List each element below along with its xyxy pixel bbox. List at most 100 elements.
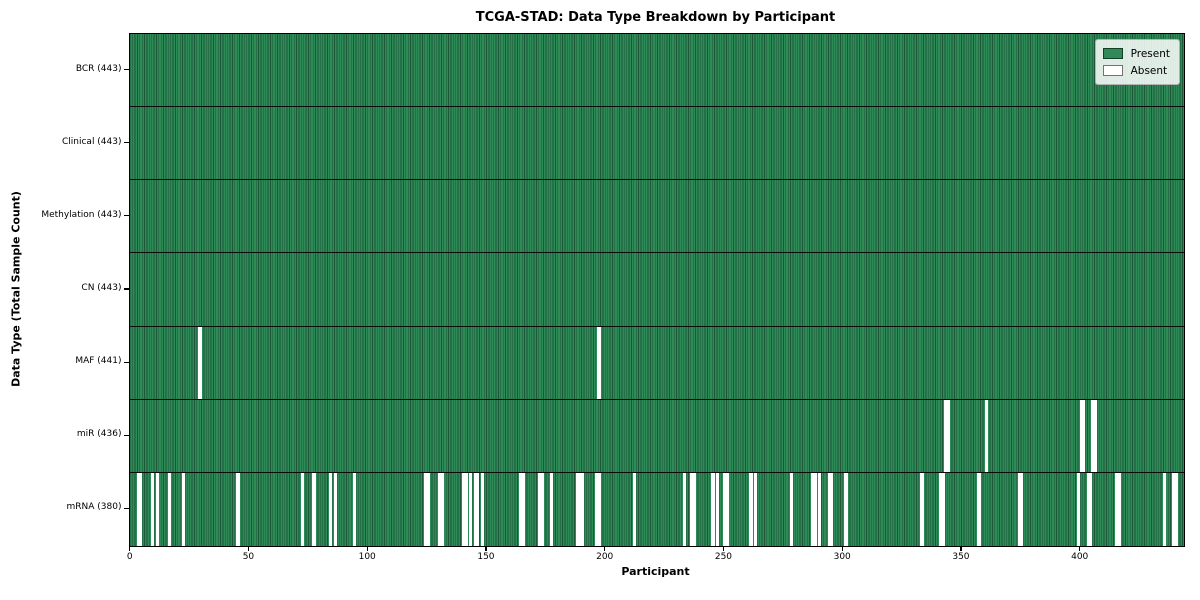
absent-gap [595, 472, 599, 546]
absent-gap [1081, 399, 1086, 472]
y-tick-label: BCR (443) [75, 63, 122, 74]
y-tick-mark [124, 215, 129, 217]
absent-gap [352, 472, 356, 546]
y-tick-mark [124, 288, 129, 290]
absent-gap [1091, 399, 1095, 472]
legend-item-present: Present [1102, 45, 1170, 62]
x-tick-mark [247, 546, 250, 551]
absent-gap [597, 472, 601, 546]
absent-gap [540, 472, 544, 546]
x-tick-label: 100 [358, 552, 376, 562]
absent-gap [944, 399, 948, 472]
legend-label-absent: Absent [1130, 64, 1168, 77]
absent-gap [749, 472, 753, 546]
absent-gap [754, 472, 758, 546]
absent-gap [329, 472, 333, 546]
absent-gap [830, 472, 834, 546]
absent-gap [473, 472, 478, 546]
data-row-Clinical [129, 107, 1184, 181]
x-tick-label: 250 [714, 552, 733, 562]
y-tick-label: CN (443) [81, 283, 122, 293]
data-row-MAF [129, 326, 1184, 400]
chart-title: TCGA-STAD: Data Type Breakdown by Partic… [475, 10, 836, 25]
absent-gap [312, 472, 316, 546]
absent-gap [481, 472, 485, 546]
absent-gap [1093, 399, 1097, 472]
absent-gap [438, 472, 442, 546]
absent-gap [813, 472, 817, 546]
y-tick-mark [124, 361, 129, 363]
absent-gap [1079, 399, 1083, 472]
absent-gap [692, 472, 696, 546]
y-tick-mark [124, 434, 129, 436]
x-tick-mark [366, 546, 368, 551]
legend-swatch-present-icon [1102, 48, 1123, 59]
absent-gap [597, 326, 601, 399]
absent-gap [1117, 472, 1121, 546]
x-tick-label: 150 [477, 552, 495, 562]
absent-gap [941, 472, 945, 546]
x-tick-label: 350 [952, 552, 970, 562]
absent-gap [716, 472, 720, 546]
y-tick-mark [124, 507, 129, 510]
data-row-miR [129, 399, 1184, 473]
absent-gap [1172, 472, 1176, 546]
absent-gap [682, 472, 687, 546]
absent-gap [1115, 472, 1119, 546]
absent-gap [580, 472, 584, 546]
absent-gap [136, 472, 140, 546]
x-tick-mark [1079, 546, 1081, 551]
legend-label-present: Present [1130, 47, 1170, 60]
absent-gap [576, 472, 580, 546]
absent-gap [827, 472, 831, 546]
absent-gap [300, 472, 304, 546]
absent-gap [1162, 472, 1166, 546]
absent-gap [690, 472, 694, 546]
absent-gap [476, 472, 480, 546]
absent-gap [939, 472, 943, 546]
absent-gap [977, 472, 981, 546]
x-tick-mark [485, 546, 487, 551]
absent-gap [549, 472, 554, 546]
absent-gap [1077, 472, 1081, 546]
legend: Present Absent [1094, 39, 1180, 85]
x-tick-mark [960, 546, 962, 551]
absent-gap [725, 472, 729, 546]
absent-gap [789, 472, 793, 546]
absent-gap [167, 472, 171, 546]
absent-gap [538, 472, 542, 546]
absent-gap [462, 472, 466, 546]
y-tick-label: Methylation (443) [41, 209, 122, 220]
absent-gap [920, 472, 924, 546]
y-tick-label: mRNA (380) [66, 502, 122, 513]
x-tick-label: 200 [596, 552, 614, 562]
x-tick-mark [129, 546, 131, 551]
legend-item-absent: Absent [1102, 62, 1170, 79]
data-row-mRNA [129, 472, 1184, 546]
absent-gap [578, 472, 582, 546]
y-tick-label: Clinical (443) [61, 136, 122, 147]
absent-gap [521, 472, 525, 546]
absent-gap [440, 472, 444, 546]
absent-gap [818, 472, 822, 546]
absent-gap [946, 399, 950, 472]
data-row-CN [129, 253, 1184, 327]
absent-gap [155, 472, 159, 546]
y-tick-mark [124, 142, 129, 144]
absent-gap [844, 472, 848, 546]
absent-gap [424, 472, 428, 546]
absent-gap [236, 472, 240, 546]
absent-gap [150, 472, 155, 546]
data-row-Methylation [129, 180, 1184, 254]
x-axis-label: Participant [621, 565, 690, 578]
absent-gap [1086, 472, 1090, 546]
y-tick-mark [124, 68, 129, 71]
absent-gap [519, 472, 523, 546]
absent-gap [1174, 472, 1178, 546]
x-tick-label: 50 [242, 552, 255, 562]
y-tick-label: MAF (441) [75, 356, 122, 367]
absent-gap [633, 472, 637, 546]
absent-gap [469, 472, 473, 546]
absent-gap [723, 472, 727, 546]
